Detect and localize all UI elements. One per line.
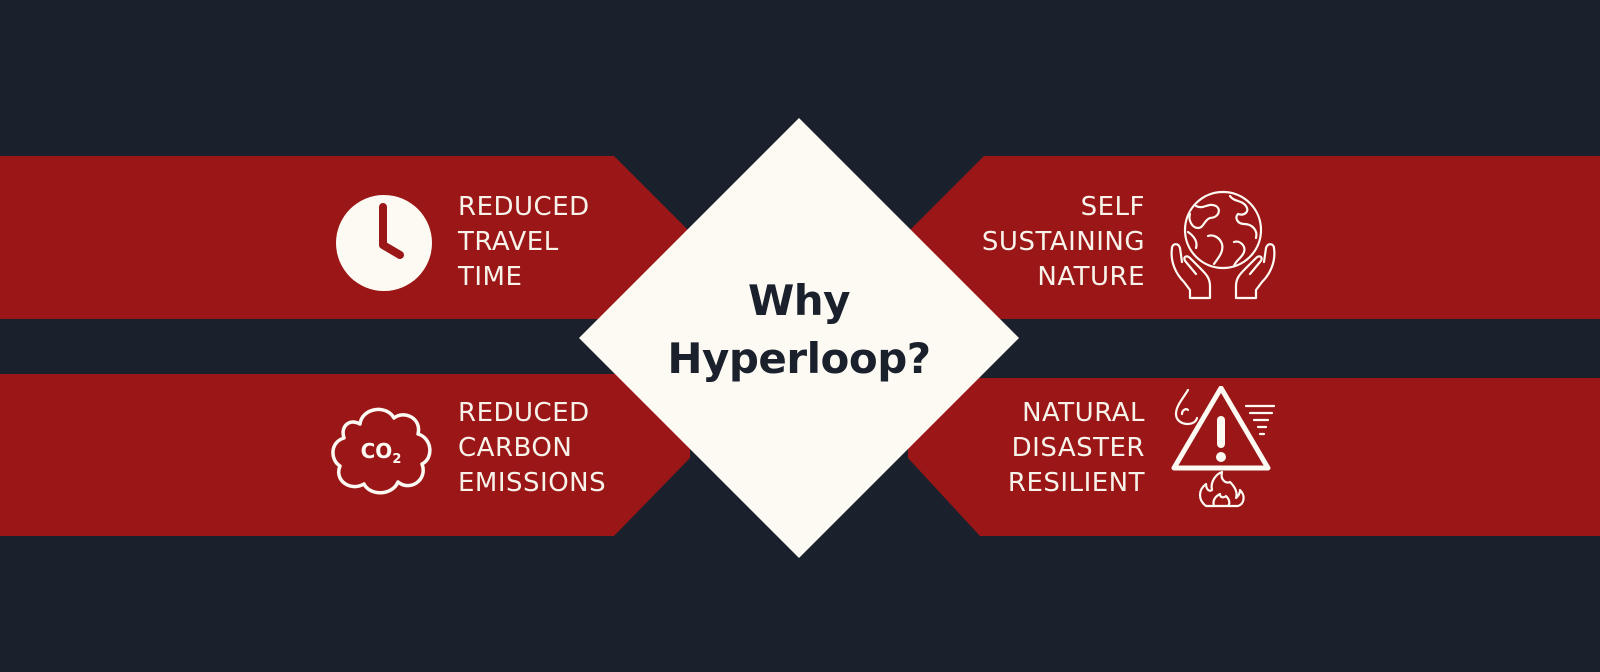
benefit-self-sustaining-nature: SELF SUSTAINING NATURE: [981, 192, 1145, 292]
band-top-right: [908, 156, 1600, 319]
svg-text:CO2: CO2: [361, 439, 402, 467]
benefit-reduced-travel-time: REDUCED TRAVEL TIME: [458, 192, 590, 292]
title-line-1: Why: [747, 276, 851, 325]
benefit-natural-disaster-resilient: NATURAL DISASTER RESILIENT: [1007, 398, 1145, 498]
title-line-2: Hyperloop?: [667, 334, 931, 383]
benefit-reduced-carbon-emissions: REDUCED CARBON EMISSIONS: [458, 398, 607, 498]
co2-subscript: 2: [392, 452, 401, 467]
tornado-icon: [1244, 404, 1276, 436]
water-drop-icon: [1174, 388, 1199, 426]
co2-cloud-icon: CO2: [331, 407, 432, 495]
co2-text: CO: [361, 439, 393, 463]
fire-icon: [1198, 470, 1245, 508]
warning-triangle-icon: [1171, 386, 1271, 471]
natural-disaster-warning-icon: [1171, 386, 1276, 508]
earth-in-hands-icon: [1170, 190, 1276, 300]
band-bottom-right: [908, 378, 1600, 536]
center-diamond: [579, 118, 1019, 558]
band-bottom-left: [0, 374, 690, 536]
page-title: Why Hyperloop?: [599, 272, 999, 388]
clock-icon: [336, 195, 432, 291]
